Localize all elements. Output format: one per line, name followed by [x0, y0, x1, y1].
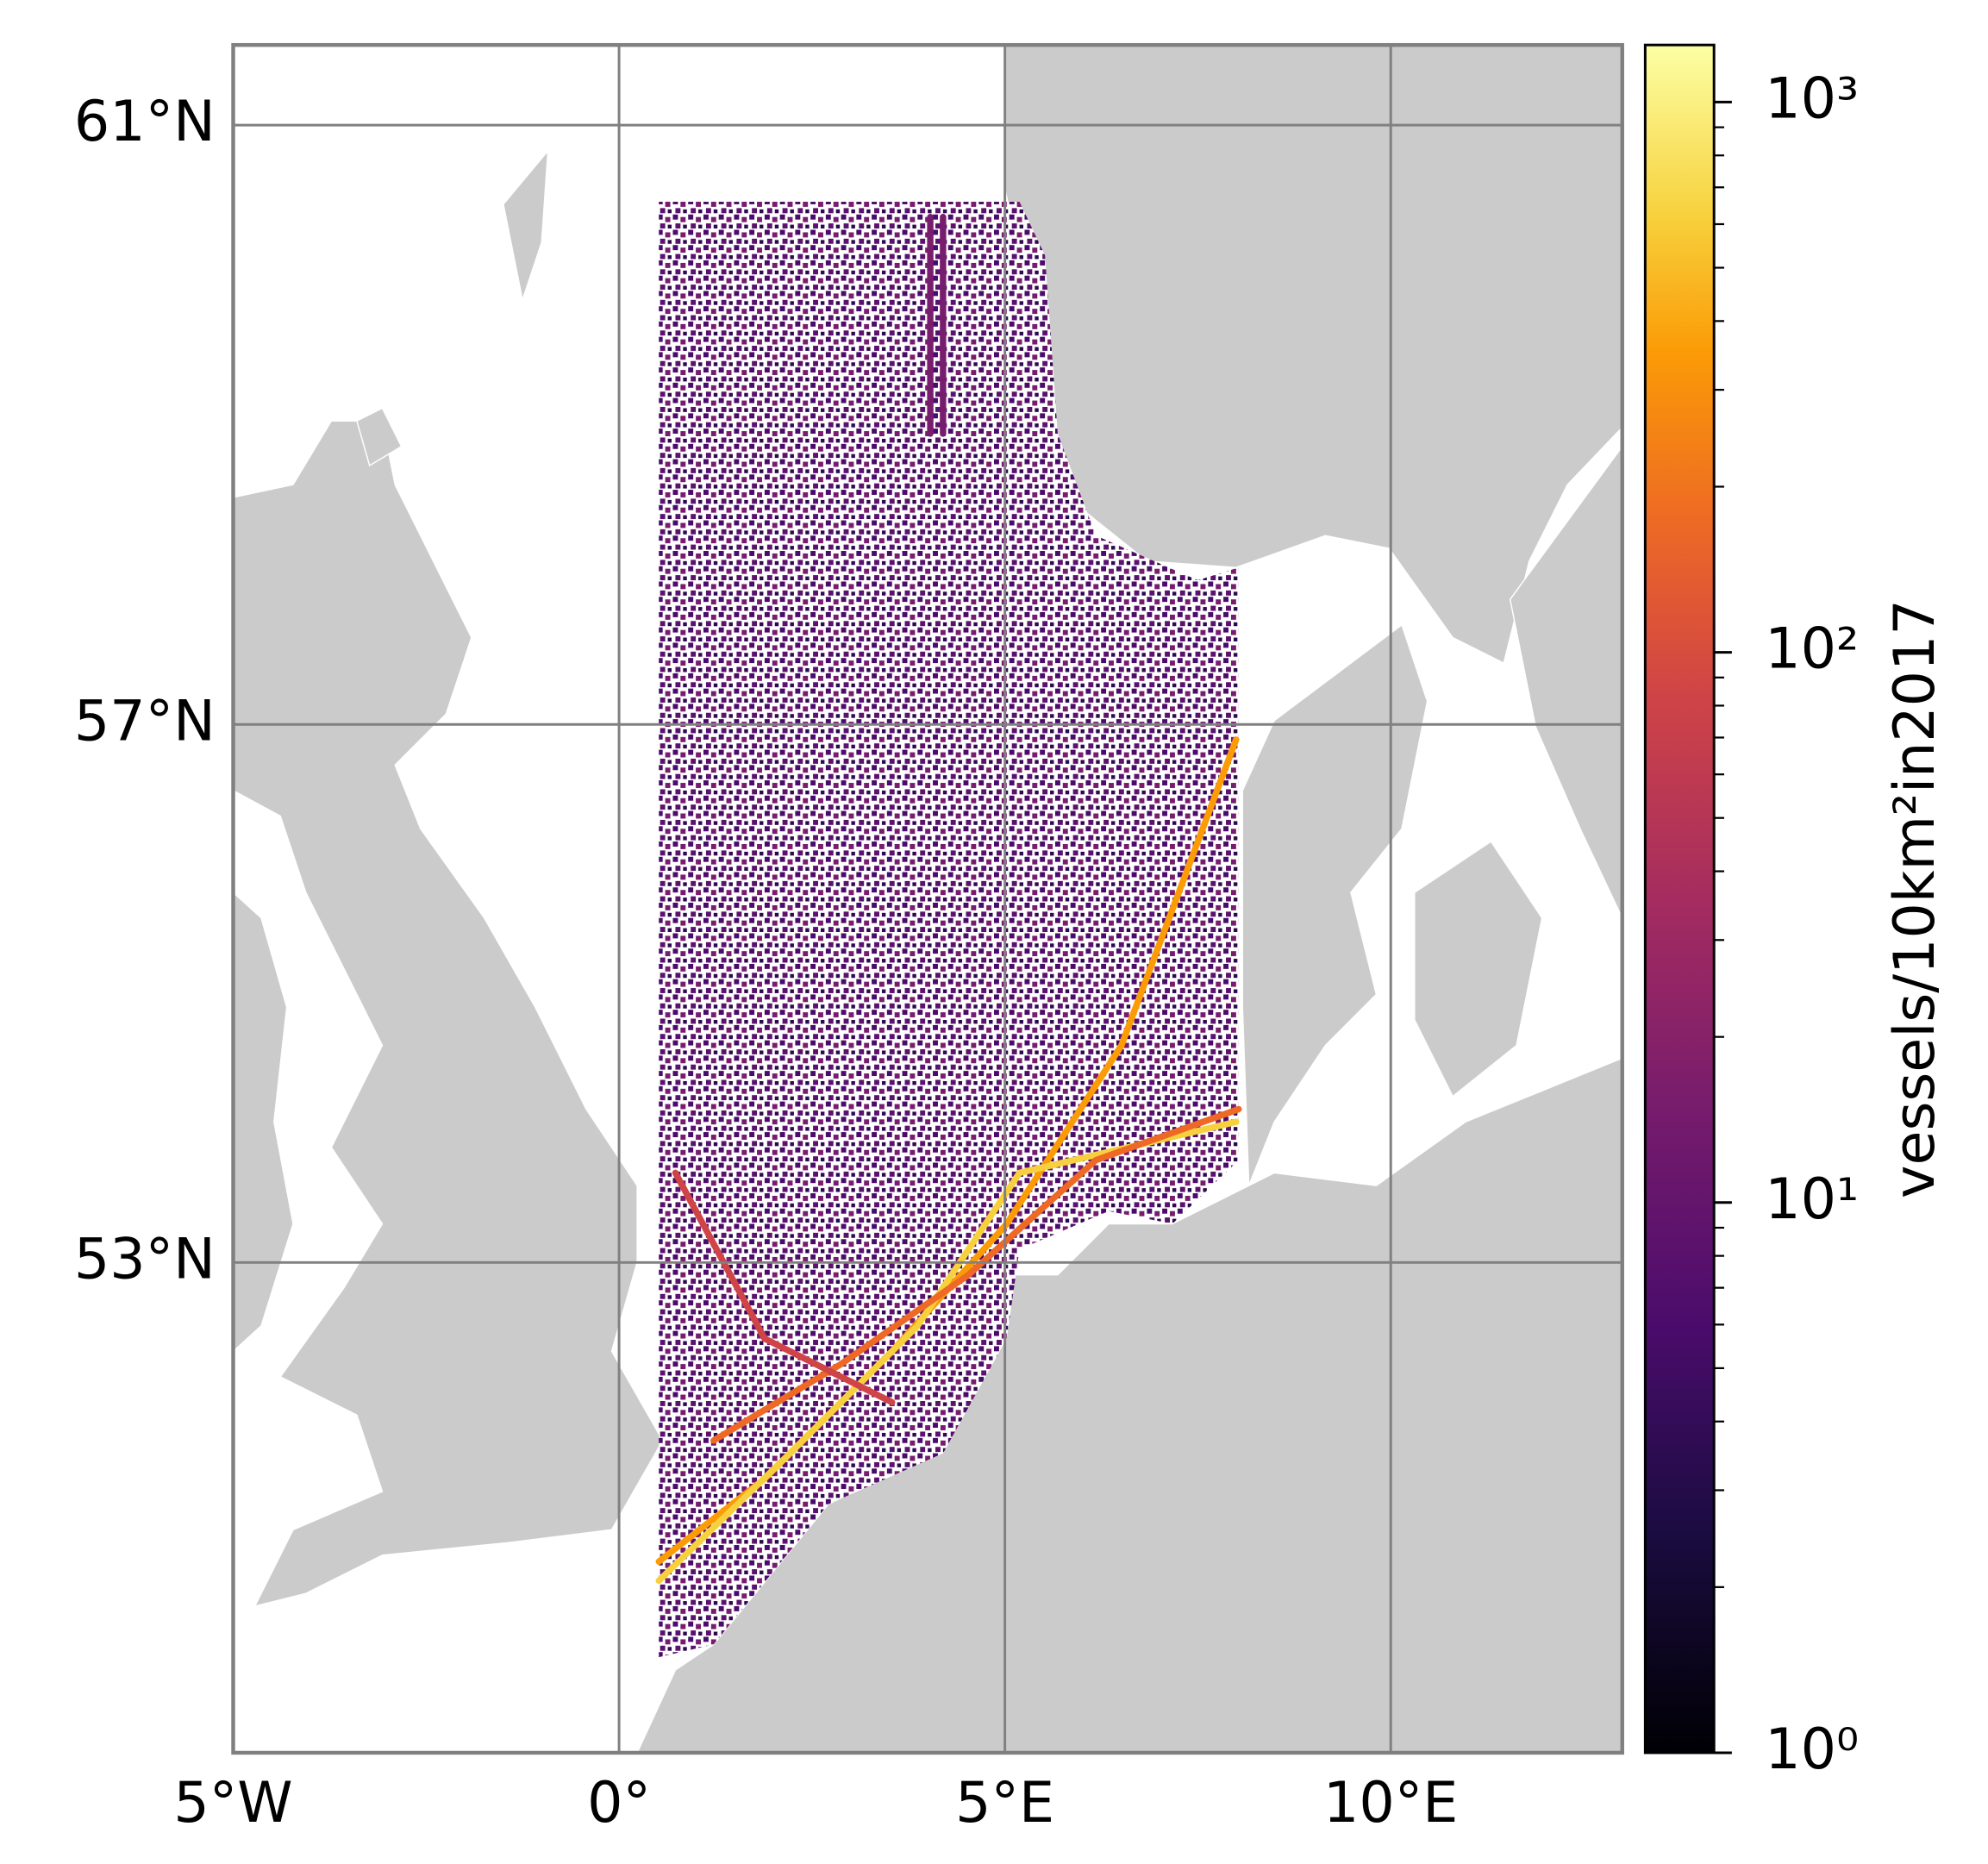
colorbar — [1643, 43, 1716, 1755]
y-tick-label: 61°N — [74, 90, 216, 154]
colorbar-tick-label: 10² — [1765, 617, 1859, 682]
plot-frame — [231, 42, 1624, 1755]
x-tick-label: 0° — [587, 1771, 651, 1836]
continent — [636, 1057, 1622, 1753]
density-field — [659, 201, 1239, 1658]
colorbar-label: vessels/10km²in2017 — [1883, 599, 1947, 1198]
x-tick-label: 10°E — [1323, 1771, 1458, 1836]
orkney — [356, 407, 403, 467]
shipping-lanes — [655, 214, 1242, 1585]
lane — [710, 1105, 1242, 1444]
y-tick-label: 57°N — [74, 689, 216, 754]
y-tick-label: 53°N — [74, 1227, 216, 1292]
ireland — [233, 891, 294, 1353]
lane — [655, 1118, 1240, 1585]
colorbar-tick-label: 10³ — [1765, 66, 1859, 131]
zealand — [1414, 841, 1543, 1098]
sweden — [1509, 445, 1622, 919]
axes: 5°W 0° 5°E 10°E 53°N 57°N 61°N — [74, 45, 1622, 1836]
colorbar-tick-label: 10¹ — [1765, 1167, 1859, 1232]
traffic-density — [655, 201, 1242, 1658]
great-britain — [233, 420, 664, 1608]
shetland — [503, 148, 549, 303]
x-tick-label: 5°W — [173, 1771, 292, 1836]
colorbar-tick-label: 10⁰ — [1765, 1717, 1859, 1782]
lane — [672, 1169, 896, 1406]
lane — [927, 214, 947, 437]
x-tick-label: 5°E — [955, 1771, 1054, 1836]
